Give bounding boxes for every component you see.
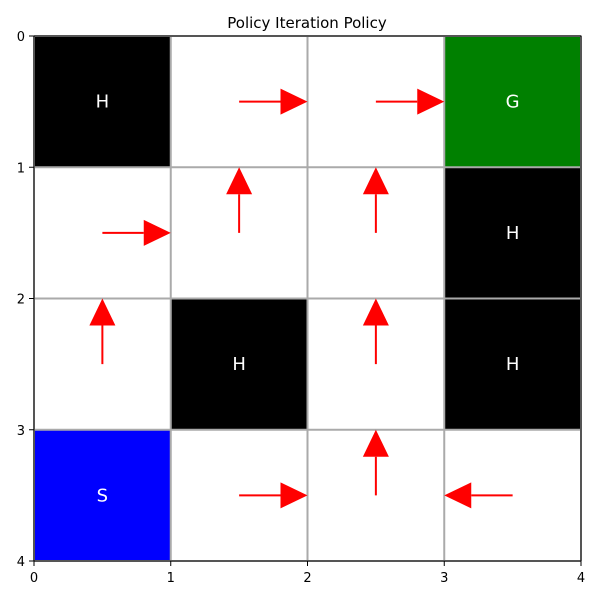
cell-label-hole: H — [232, 354, 246, 375]
arrow-head — [362, 298, 389, 326]
policy-arrow-right — [102, 219, 171, 246]
x-tick-label: 1 — [167, 571, 175, 586]
arrow-head — [444, 482, 472, 509]
cell-label-goal: G — [506, 92, 520, 113]
y-tick-label: 3 — [17, 424, 25, 439]
cell-hole-r0c0 — [34, 36, 171, 168]
policy-arrow-up — [362, 298, 389, 365]
policy-arrow-left — [444, 482, 513, 509]
policy-arrow-up — [362, 429, 389, 496]
x-tick-label: 0 — [30, 571, 38, 586]
y-tick-label: 4 — [17, 555, 25, 570]
y-tick-label: 0 — [17, 30, 25, 45]
cell-hole-r2c3 — [444, 298, 581, 430]
x-tick-label: 3 — [440, 571, 448, 586]
cell-label-start: S — [97, 485, 108, 506]
cell-label-hole: H — [96, 92, 110, 113]
policy-arrow-up — [89, 298, 116, 365]
arrow-head — [226, 167, 253, 195]
cell-hole-r1c3 — [444, 167, 581, 299]
x-tick-label: 2 — [303, 571, 311, 586]
policy-arrow-right — [239, 482, 308, 509]
arrow-head — [362, 429, 389, 457]
y-axis: 0 1 2 3 4 — [17, 30, 34, 570]
grid-cells — [34, 36, 581, 561]
policy-arrow-right — [239, 88, 308, 115]
y-tick-label: 1 — [17, 161, 25, 176]
chart-title: Policy Iteration Policy — [227, 14, 387, 32]
arrow-head — [417, 88, 445, 115]
cell-label-hole: H — [506, 354, 520, 375]
arrow-head — [89, 298, 116, 326]
cell-label-hole: H — [506, 223, 520, 244]
cell-start-r3c0 — [34, 429, 171, 561]
cell-hole-r2c1 — [170, 298, 308, 430]
x-axis: 0 1 2 3 4 — [30, 561, 585, 586]
cell-goal-r0c3 — [444, 36, 581, 168]
arrow-head — [362, 167, 389, 195]
cell-labels: H G H H H S — [96, 92, 520, 507]
arrow-head — [280, 88, 308, 115]
arrow-head — [143, 219, 171, 246]
arrow-head — [280, 482, 308, 509]
policy-arrow-up — [362, 167, 389, 233]
policy-arrow-up — [226, 167, 253, 233]
policy-arrows — [89, 88, 513, 509]
y-tick-label: 2 — [17, 293, 25, 308]
policy-arrow-right — [375, 88, 445, 115]
x-tick-label: 4 — [577, 571, 585, 586]
